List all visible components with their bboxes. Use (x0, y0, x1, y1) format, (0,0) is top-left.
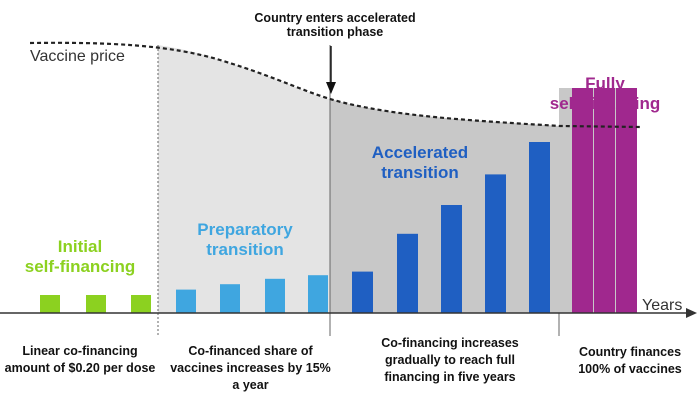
phase-desc-fully-line-2: 100% of vaccines (578, 361, 682, 376)
phase-2-bar-4 (308, 275, 328, 313)
phase-desc-initial: Linear co-financing amount of $0.20 per … (0, 343, 160, 377)
years-label: Years (642, 297, 683, 314)
phase-desc-accelerated-line-2: gradually to reach full (385, 352, 515, 367)
callout-line-2: transition phase (286, 24, 384, 39)
vaccine-price-curve (29, 41, 641, 129)
phase-1-bar-1 (40, 295, 60, 313)
phase-2-bar-3 (265, 278, 285, 313)
phase-desc-initial-line-1: Linear co-financing (22, 344, 138, 358)
phase-1-bar-2 (86, 295, 106, 313)
phase-2-bar-2 (220, 284, 240, 313)
phase-desc-accelerated-line-3: financing in five years (384, 369, 516, 384)
accelerated-phase-callout: Country enters accelerated transition ph… (240, 11, 430, 40)
phase-title-initial: Initial self-financing (0, 237, 160, 278)
phase-3-bar-1 (352, 271, 373, 313)
phase-desc-accelerated-line-1: Co-financing increases (381, 336, 519, 350)
phase-title-preparatory-line-1: Preparatory (197, 220, 293, 239)
phase-desc-preparatory-line-2: vaccines increases by 15% (170, 360, 331, 375)
fully-financing-bar-1 (572, 88, 593, 313)
phase-3-bar-4 (485, 174, 506, 313)
years-axis-arrowhead (686, 308, 697, 318)
fully-financing-bar-3 (616, 88, 637, 313)
phase-desc-fully: Country finances 100% of vaccines (560, 344, 700, 378)
fully-financing-bar-2 (594, 88, 615, 313)
phase-title-accelerated: Accelerated transition (340, 143, 500, 184)
phase-title-accelerated-line-2: transition (381, 163, 459, 183)
phase-desc-preparatory: Co-financed share of vaccines increases … (168, 343, 333, 394)
fully-financing-lead-strip (559, 88, 572, 313)
callout-line-1: Country enters accelerated (254, 11, 416, 25)
phase-title-accelerated-line-1: Accelerated (371, 143, 469, 162)
preparatory-phase-shade (158, 45, 330, 313)
phase-title-fully: Fully self-financing (530, 74, 680, 115)
fully-financing-gap-1 (593, 88, 594, 313)
phase-desc-preparatory-line-1: Co-financed share of (188, 344, 313, 358)
phase-title-preparatory: Preparatory transition (165, 220, 325, 261)
phase-title-initial-line-1: Initial (57, 237, 103, 256)
phase-title-fully-line-1: Fully (585, 74, 625, 93)
phase-title-initial-line-2: self-financing (24, 257, 136, 277)
phase-3-bar-2 (397, 233, 418, 313)
phase-desc-preparatory-line-3: a year (232, 377, 269, 392)
phase-3-bar-3 (441, 205, 462, 313)
phase-desc-initial-line-2: amount of $0.20 per dose (4, 360, 156, 375)
phase-desc-accelerated: Co-financing increases gradually to reac… (360, 335, 540, 386)
phase-2-bar-1 (176, 289, 196, 313)
phase-title-preparatory-line-2: transition (206, 240, 284, 260)
phase-3-bar-5 (529, 142, 550, 313)
phase-1-bar-3 (131, 295, 151, 313)
fully-financing-gap-2 (615, 88, 616, 313)
callout-arrow-head (326, 82, 336, 94)
phase-desc-fully-line-1: Country finances (578, 345, 682, 359)
vaccine-price-label: Vaccine price (30, 48, 125, 65)
phase-title-fully-line-2: self-financing (549, 94, 661, 114)
